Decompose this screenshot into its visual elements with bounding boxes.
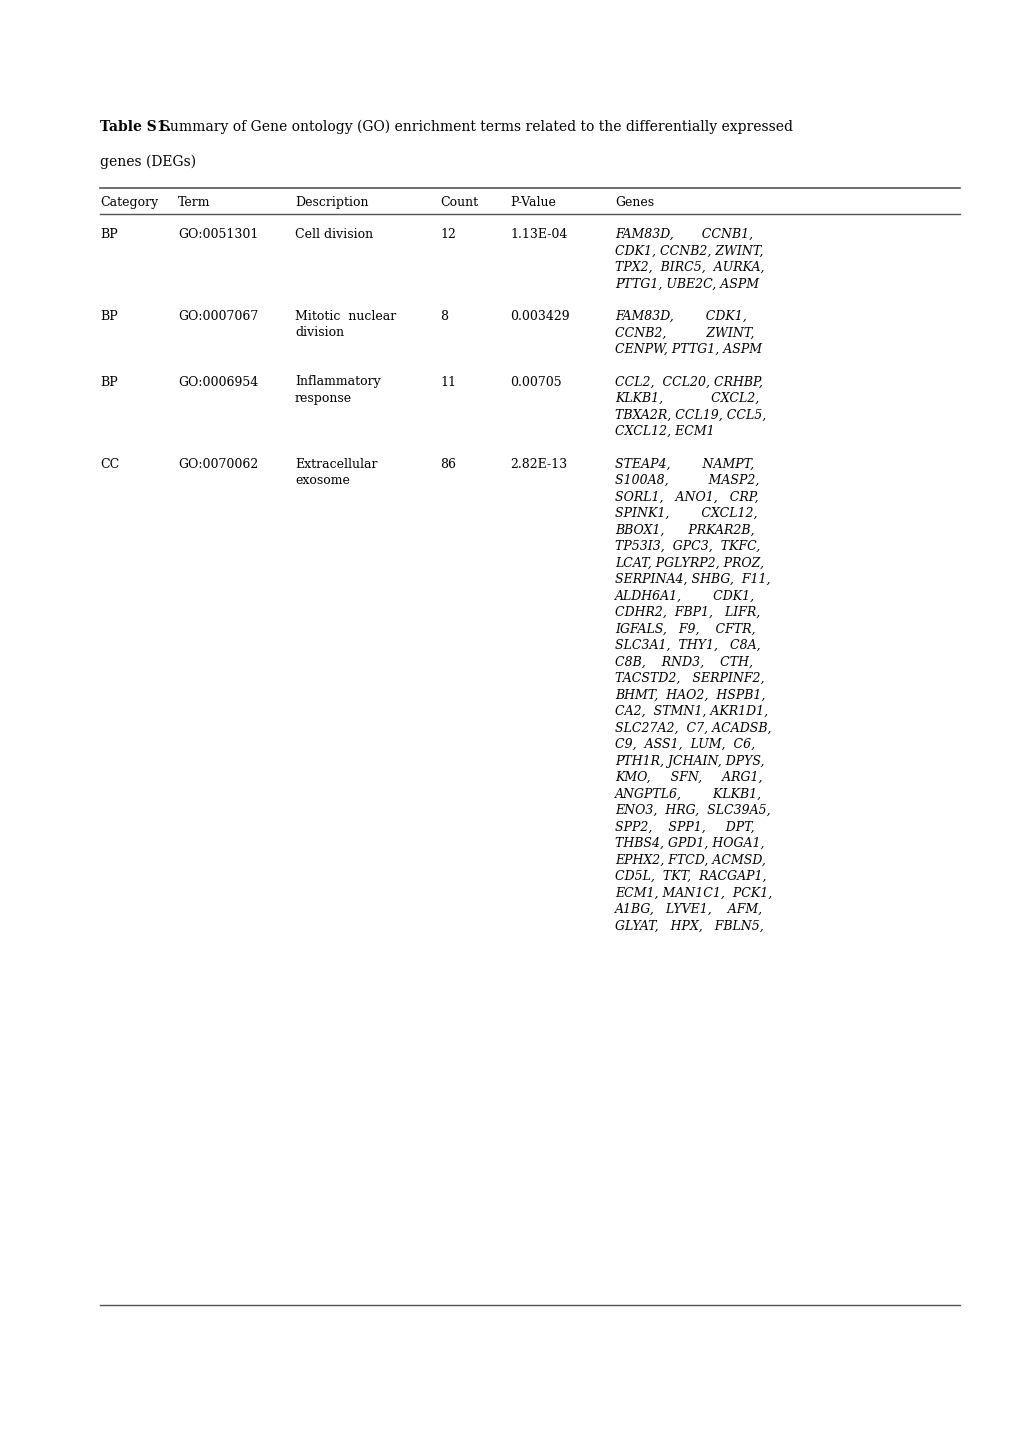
Text: GO:0051301: GO:0051301 [178,228,258,241]
Text: Description: Description [294,196,368,209]
Text: Cell division: Cell division [294,228,373,241]
Text: Count: Count [439,196,478,209]
Text: Summary of Gene ontology (GO) enrichment terms related to the differentially exp: Summary of Gene ontology (GO) enrichment… [156,120,792,134]
Text: CCL2,  CCL20, CRHBP,
KLKB1,            CXCL2,
TBXA2R, CCL19, CCL5,
CXCL12, ECM1: CCL2, CCL20, CRHBP, KLKB1, CXCL2, TBXA2R… [614,375,765,438]
Text: GO:0006954: GO:0006954 [178,375,258,388]
Text: CC: CC [100,457,119,470]
Text: 0.003429: 0.003429 [510,310,569,323]
Text: FAM83D,        CDK1,
CCNB2,          ZWINT,
CENPW, PTTG1, ASPM: FAM83D, CDK1, CCNB2, ZWINT, CENPW, PTTG1… [614,310,761,356]
Text: 0.00705: 0.00705 [510,375,561,388]
Text: 2.82E-13: 2.82E-13 [510,457,567,470]
Text: 8: 8 [439,310,447,323]
Text: GO:0007067: GO:0007067 [178,310,258,323]
Text: BP: BP [100,228,117,241]
Text: Category: Category [100,196,158,209]
Text: BP: BP [100,310,117,323]
Text: Genes: Genes [614,196,653,209]
Text: genes (DEGs): genes (DEGs) [100,154,196,169]
Text: GO:0070062: GO:0070062 [178,457,258,470]
Text: Mitotic  nuclear
division: Mitotic nuclear division [294,310,395,339]
Text: 11: 11 [439,375,455,388]
Text: STEAP4,        NAMPT,
S100A8,          MASP2,
SORL1,   ANO1,   CRP,
SPINK1,     : STEAP4, NAMPT, S100A8, MASP2, SORL1, ANO… [614,457,771,933]
Text: FAM83D,       CCNB1,
CDK1, CCNB2, ZWINT,
TPX2,  BIRC5,  AURKA,
PTTG1, UBE2C, ASP: FAM83D, CCNB1, CDK1, CCNB2, ZWINT, TPX2,… [614,228,764,290]
Text: P-Value: P-Value [510,196,555,209]
Text: 86: 86 [439,457,455,470]
Text: BP: BP [100,375,117,388]
Text: 1.13E-04: 1.13E-04 [510,228,567,241]
Text: Inflammatory
response: Inflammatory response [294,375,380,405]
Text: Table S1.: Table S1. [100,120,171,134]
Text: 12: 12 [439,228,455,241]
Text: Term: Term [178,196,210,209]
Text: Extracellular
exosome: Extracellular exosome [294,457,377,487]
